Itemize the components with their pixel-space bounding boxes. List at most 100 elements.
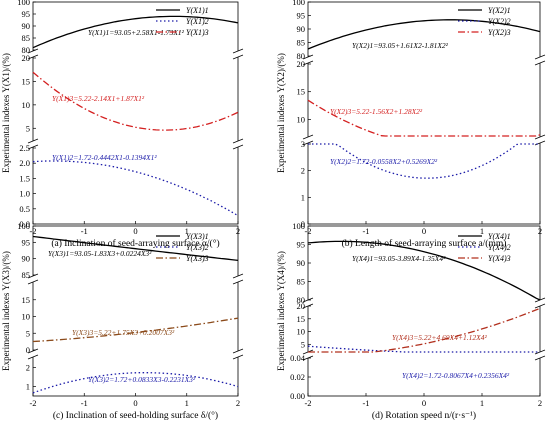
- legend-label-2: Y(X3)2: [186, 243, 209, 252]
- y-tick-label: 0.0: [19, 219, 30, 229]
- equation-annotation: Y(X1)1=93.05+2.58X1-1.73X1²: [88, 28, 185, 37]
- y-tick-label: 80: [22, 45, 31, 55]
- y-tick-label: 10: [22, 100, 31, 110]
- y-tick-label: 100: [292, 221, 305, 231]
- axis-break-mark: [27, 54, 39, 60]
- axis-break-mark: [27, 48, 39, 54]
- y-axis-title: Experimental indexes Y(X1)/(%): [1, 53, 11, 173]
- y-tick-label: 80: [297, 295, 306, 305]
- axis-break-gap: [233, 141, 243, 147]
- axis-break-mark: [232, 348, 244, 354]
- y-tick-label: 15: [22, 295, 31, 305]
- y-tick-label: 90: [297, 258, 306, 268]
- y-tick-label: 0: [26, 345, 30, 355]
- axis-break-gap: [303, 57, 313, 63]
- y-tick-label: 1: [301, 192, 305, 202]
- axis-break-gap: [233, 351, 243, 357]
- y-tick-label: 90: [22, 21, 31, 31]
- equation-annotation: Y(X3)2=1.72+0.0833X3-0.2231X3²: [88, 375, 196, 384]
- axis-break-mark: [302, 60, 314, 66]
- equation-annotation: Y(X2)2=1.72-0.0558X2+0.5269X2²: [330, 157, 438, 166]
- axis-break-mark: [232, 54, 244, 60]
- legend-label-3: Y(X3)3: [186, 254, 209, 263]
- y-tick-label: 20: [297, 59, 306, 69]
- series-line-3: [32, 317, 239, 343]
- axis-break-mark: [232, 144, 244, 150]
- legend-label-3: Y(X1)3: [186, 28, 209, 37]
- axis-break-mark: [534, 60, 546, 66]
- x-tick-label: 2: [538, 398, 542, 408]
- series-line-2: [32, 160, 239, 217]
- y-axis-title: Experimental indexes Y(X3)/(%): [1, 251, 11, 371]
- y-tick-label: 80: [297, 51, 306, 61]
- y-tick-label: 2.0: [19, 158, 30, 168]
- equation-annotation: Y(X4)2=1.72-0.8067X4+0.2356X4²: [402, 371, 510, 380]
- axis-break-mark: [232, 354, 244, 360]
- series-line-1: [307, 19, 541, 50]
- axis-break-mark: [232, 273, 244, 279]
- x-axis-title: (c) Inclination of seed-holding surface …: [53, 410, 218, 421]
- equation-annotation: Y(X2)1=93.05+1.61X2-1.81X2²: [352, 41, 449, 50]
- y-tick-label: 5: [301, 339, 305, 349]
- axis-break-gap: [28, 51, 38, 57]
- x-tick-label: -2: [29, 398, 36, 408]
- series-line-1: [32, 235, 239, 262]
- x-tick-label: 1: [185, 226, 189, 236]
- legend-label-1: Y(X3)1: [186, 232, 209, 241]
- x-axis-title: (a) Inclination of seed-arraying surface…: [51, 238, 219, 249]
- x-tick-label: -2: [304, 398, 311, 408]
- axis-break-mark: [534, 303, 546, 309]
- y-tick-label: 15: [297, 87, 306, 97]
- equation-annotation: Y(X4)1=93.05-3.89X4-1.35X4²: [352, 254, 446, 263]
- axis-break-mark: [232, 48, 244, 54]
- legend-label-1: Y(X1)1: [186, 6, 209, 15]
- y-tick-label: 2: [301, 166, 305, 176]
- y-tick-label: 0.04: [290, 353, 306, 363]
- axis-break-gap: [303, 137, 313, 143]
- y-tick-label: 15: [297, 314, 306, 324]
- series-line-3: [307, 99, 541, 137]
- x-tick-label: 1: [185, 398, 189, 408]
- y-tick-label: 95: [22, 237, 31, 247]
- legend-label-1: Y(X2)1: [488, 6, 511, 15]
- y-tick-label: 100: [292, 0, 305, 7]
- y-tick-label: 5: [26, 328, 30, 338]
- x-tick-label: 0: [422, 398, 426, 408]
- series-line-2: [32, 372, 239, 394]
- series-line-1: [32, 15, 239, 49]
- axis-break-gap: [28, 141, 38, 147]
- equation-annotation: Y(X3)3=5.22+1.75X3+0.2007X3²: [72, 328, 175, 337]
- x-axis-title: (d) Rotation speed n/(r·s⁻¹): [372, 410, 476, 421]
- x-tick-label: 0: [422, 226, 426, 236]
- y-tick-label: 20: [22, 53, 31, 63]
- legend-label-3: Y(X2)3: [488, 28, 511, 37]
- series-line-2: [307, 345, 540, 353]
- axis-break-mark: [27, 348, 39, 354]
- axis-break-mark: [302, 134, 314, 140]
- axis-break-mark: [27, 279, 39, 285]
- axis-break-mark: [302, 140, 314, 146]
- equation-annotation: Y(X1)3=5.22-2.14X1+1.87X1²: [52, 94, 145, 103]
- axis-break-mark: [302, 54, 314, 60]
- y-tick-label: 0.5: [19, 204, 30, 214]
- y-tick-label: 15: [22, 76, 31, 86]
- series-line-1: [307, 240, 541, 301]
- axis-break-mark: [534, 134, 546, 140]
- axis-break-gap: [28, 276, 38, 282]
- y-tick-label: 1.5: [19, 173, 30, 183]
- y-tick-label: 2.5: [19, 143, 30, 153]
- equation-annotation: Y(X1)2=1.72-0.4442X1-0.1394X1²: [52, 153, 157, 162]
- axis-break-gap: [233, 276, 243, 282]
- axis-break-gap: [233, 51, 243, 57]
- x-tick-label: 1: [480, 398, 484, 408]
- y-tick-label: 10: [297, 327, 306, 337]
- y-tick-label: 95: [297, 240, 306, 250]
- y-tick-label: 85: [22, 33, 31, 43]
- x-tick-label: 0: [133, 398, 137, 408]
- axis-break-gap: [535, 300, 545, 306]
- axis-break-gap: [535, 57, 545, 63]
